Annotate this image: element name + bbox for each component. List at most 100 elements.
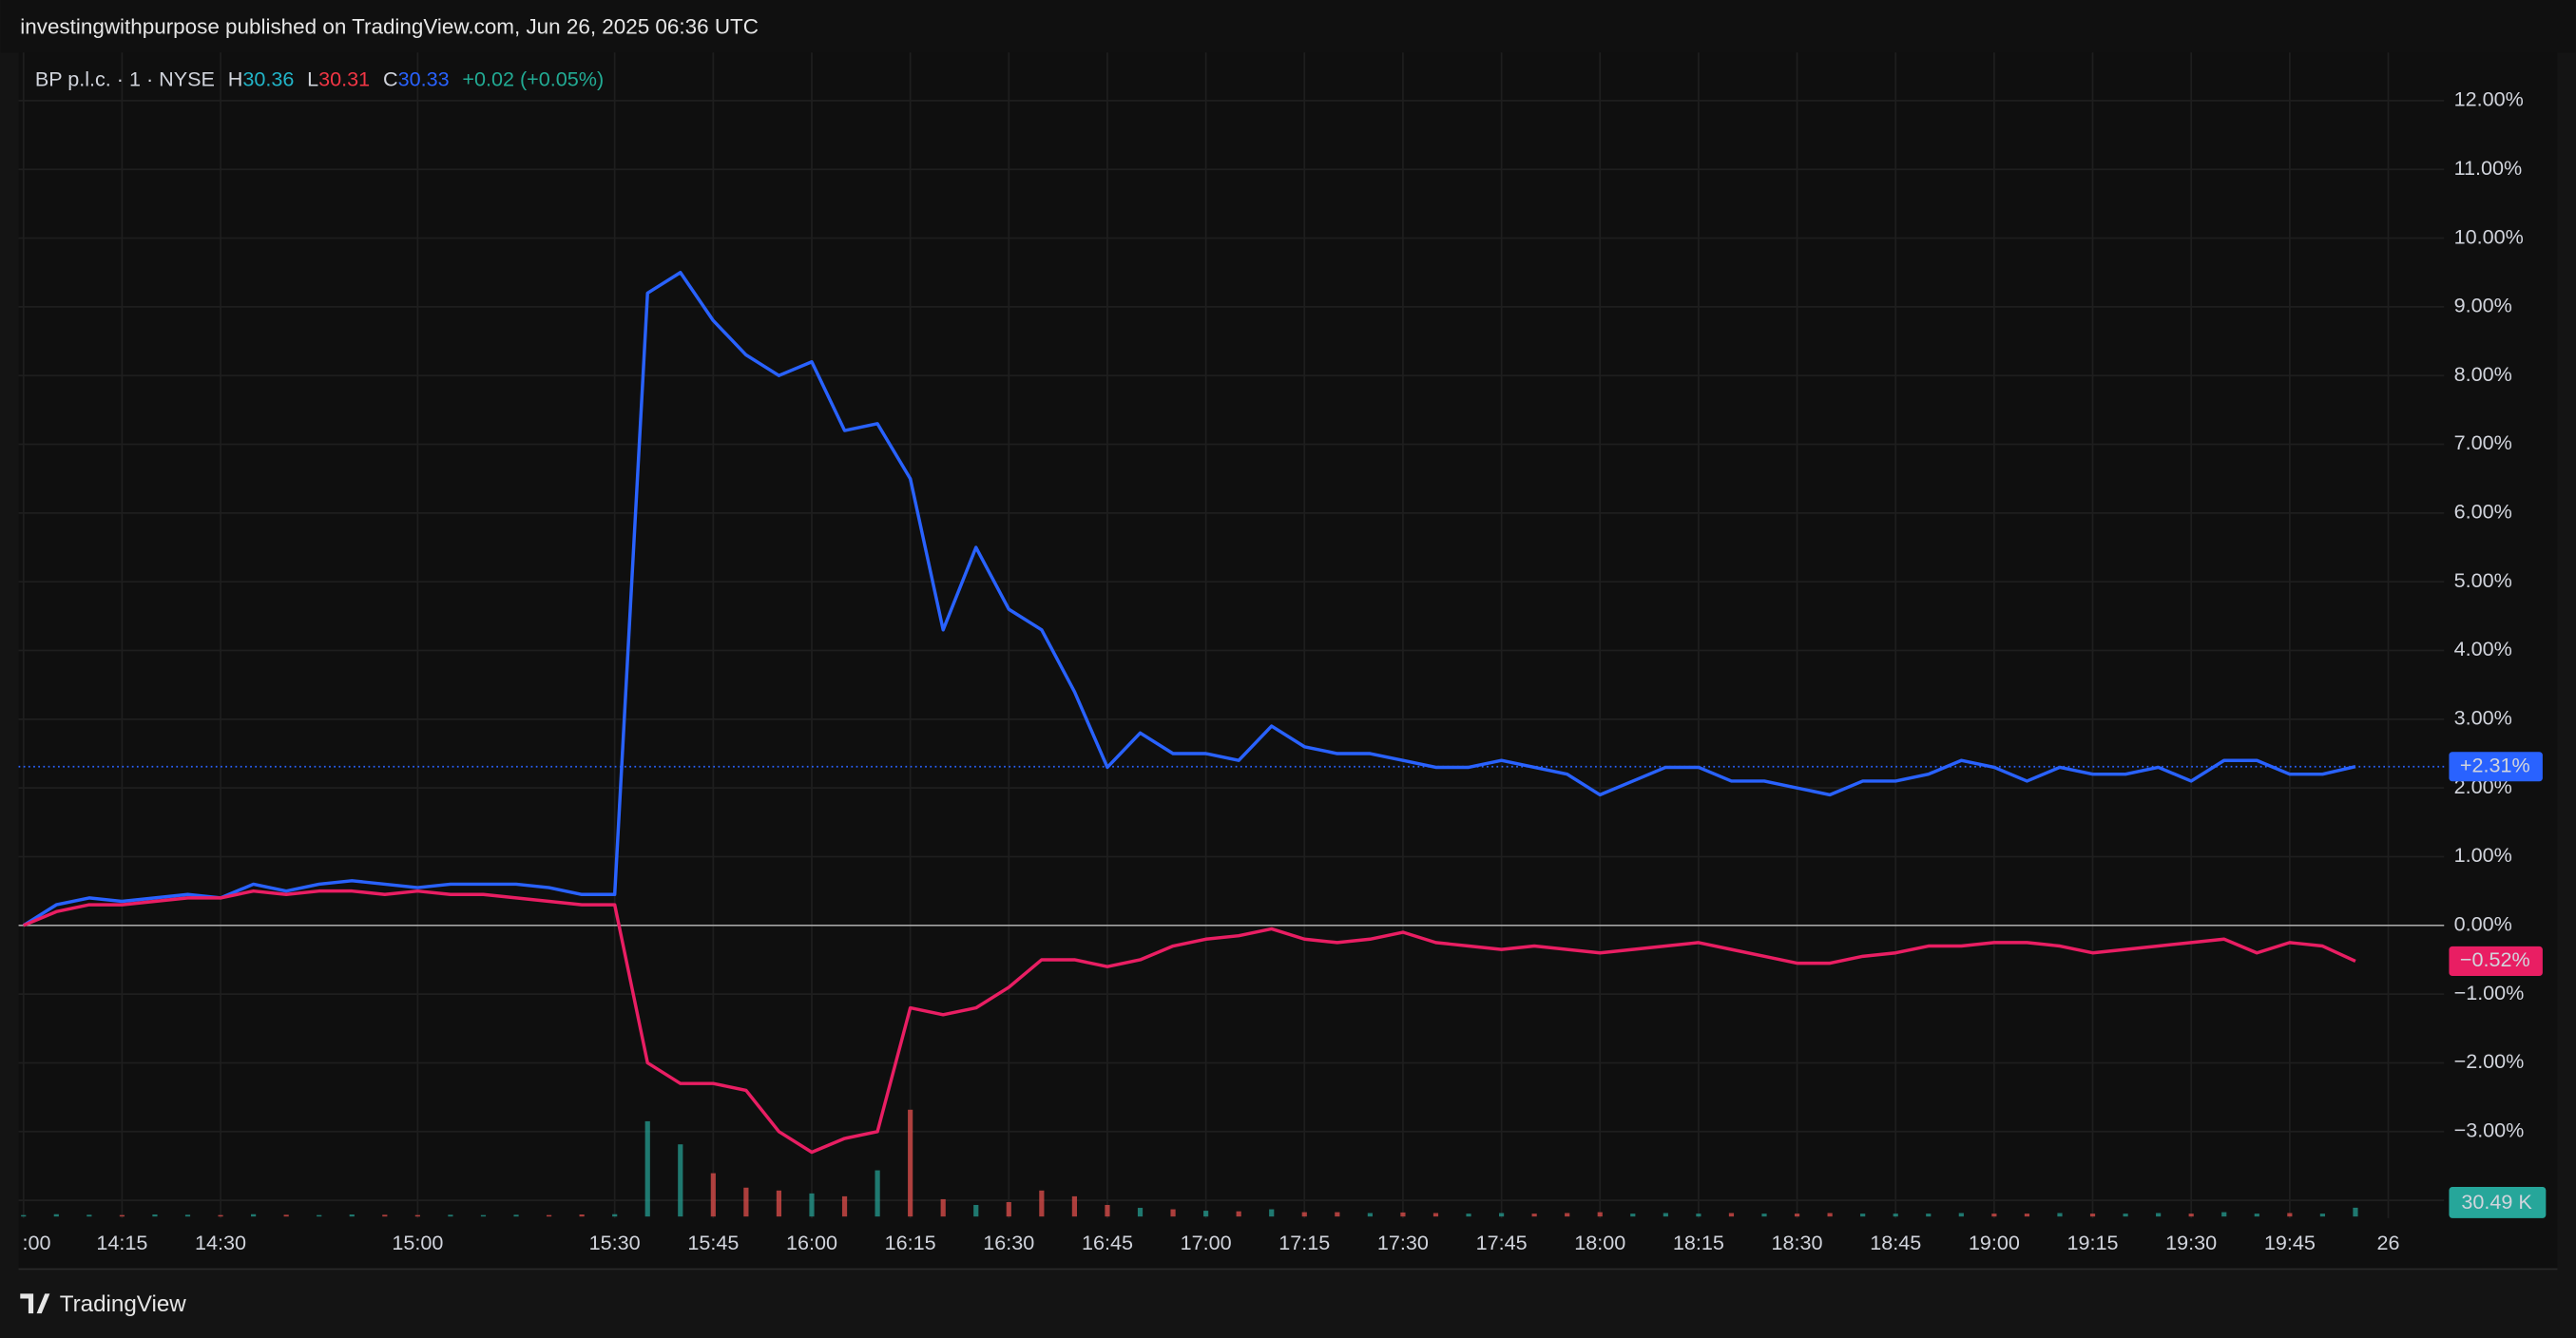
x-tick-label: 26 — [2376, 1231, 2399, 1254]
volume-bar — [1893, 1214, 1898, 1217]
price-tag-label: +2.31% — [2460, 753, 2530, 776]
volume-bar — [2156, 1213, 2162, 1217]
x-tick-label: 19:00 — [1969, 1231, 2020, 1254]
volume-bar — [743, 1187, 749, 1217]
volume-bar — [1203, 1211, 1209, 1217]
legend: BP p.l.c. · 1 · NYSE H30.36 L30.31 C30.33 +0… — [35, 67, 604, 90]
volume-bar — [1432, 1213, 1439, 1217]
price-tag — [2449, 752, 2543, 782]
y-tick-label: −3.00% — [2454, 1118, 2525, 1141]
volume-bar — [87, 1214, 92, 1217]
volume-bar — [119, 1214, 125, 1217]
x-tick-label: 15:30 — [589, 1231, 641, 1254]
volume-bar — [612, 1214, 618, 1217]
y-tick-label: 1.00% — [2454, 843, 2512, 867]
volume-bar — [513, 1214, 519, 1217]
x-tick-label: 16:00 — [786, 1231, 837, 1254]
x-tick-label: 17:00 — [1181, 1231, 1232, 1254]
volume-bar — [283, 1214, 289, 1217]
lines — [18, 271, 2445, 1155]
grid — [18, 52, 2445, 1218]
volume-bar — [2024, 1214, 2030, 1217]
volume-bar — [2319, 1214, 2325, 1217]
x-tick-label: 18:00 — [1574, 1231, 1625, 1254]
x-tick-label: 18:15 — [1673, 1231, 1724, 1254]
y-tick-label: −2.00% — [2454, 1049, 2525, 1073]
y-tick-label: 7.00% — [2454, 430, 2512, 454]
y-tick-label: 12.00% — [2454, 87, 2524, 111]
x-tick-label: 15:00 — [392, 1231, 443, 1254]
price-axis — [2444, 52, 2558, 1270]
volume-bar — [317, 1214, 322, 1217]
volume-bar — [1335, 1212, 1340, 1217]
volume-bar — [349, 1214, 355, 1217]
volume-bar — [1827, 1213, 1833, 1217]
volume-bar — [1301, 1212, 1307, 1217]
y-tick-label: 8.00% — [2454, 362, 2512, 386]
volume-tag-label: 30.49 K — [2461, 1190, 2532, 1214]
ohlc-label: L — [307, 67, 318, 90]
volume-bar — [1565, 1213, 1570, 1217]
volume-bar — [1105, 1205, 1110, 1217]
axes: −4.00%−3.00%−2.00%−1.00%0.00%1.00%2.00%3… — [23, 87, 2547, 1254]
brand: TradingView — [60, 1291, 187, 1317]
volume-bar — [1170, 1209, 1176, 1217]
series-line — [22, 271, 2356, 927]
volume-bar — [1991, 1214, 1997, 1217]
x-tick-label: 16:15 — [885, 1231, 936, 1254]
x-tick-label: 19:30 — [2165, 1231, 2217, 1254]
volume-bar — [2188, 1214, 2194, 1217]
symbol: BP p.l.c. · 1 · NYSE — [35, 67, 215, 90]
x-tick-label: :00 — [23, 1231, 51, 1254]
x-tick-label: 14:15 — [96, 1231, 147, 1254]
publisher: investingwithpurpose published on Tradin… — [20, 14, 759, 38]
volume-bar — [973, 1205, 979, 1217]
y-tick-label: −1.00% — [2454, 981, 2525, 1004]
y-tick-label: 10.00% — [2454, 224, 2524, 248]
volume-bar — [448, 1214, 453, 1217]
volume-bar — [841, 1195, 848, 1217]
volume-tag — [2449, 1187, 2547, 1218]
price-tag-label: −0.52% — [2460, 947, 2530, 971]
volume-bar — [678, 1144, 683, 1217]
y-tick-label: 6.00% — [2454, 500, 2512, 524]
x-tick-label: 16:30 — [983, 1231, 1034, 1254]
volume-bar — [1039, 1190, 1045, 1217]
volume-bar — [1663, 1213, 1668, 1217]
x-tick-label: 18:45 — [1870, 1231, 1921, 1254]
volume-bar — [776, 1190, 782, 1217]
volume-bar — [53, 1214, 59, 1217]
volume-bar — [1926, 1214, 1932, 1217]
volume-bar — [218, 1214, 223, 1217]
volume-bar — [414, 1214, 420, 1217]
volume-bar — [1794, 1214, 1800, 1217]
volume-bar — [2057, 1213, 2063, 1217]
volume-bar — [2353, 1207, 2358, 1217]
volume-pane — [21, 1109, 2358, 1217]
ohlc-label: C — [383, 67, 398, 90]
ohlc-value: 30.33 — [398, 67, 450, 90]
plot-background — [18, 52, 2445, 1270]
volume-bar — [710, 1173, 716, 1217]
volume-bar — [1006, 1201, 1011, 1217]
volume-bar — [1531, 1214, 1537, 1217]
volume-bar — [940, 1198, 946, 1217]
volume-bar — [184, 1214, 191, 1217]
volume-bar — [546, 1214, 552, 1217]
volume-bar — [1696, 1214, 1701, 1217]
x-tick-label: 14:30 — [195, 1231, 246, 1254]
y-tick-label: 9.00% — [2454, 294, 2512, 317]
volume-bar — [644, 1120, 650, 1217]
ohlc-value: 30.36 — [242, 67, 294, 90]
y-tick-label: 5.00% — [2454, 568, 2512, 592]
volume-bar — [875, 1170, 880, 1217]
x-tick-label: 19:45 — [2264, 1231, 2316, 1254]
volume-bar — [579, 1214, 585, 1217]
volume-bar — [1728, 1213, 1735, 1217]
x-tick-label: 19:15 — [2067, 1231, 2119, 1254]
volume-bar — [1630, 1214, 1636, 1217]
change: +0.02 (+0.05%) — [462, 67, 604, 90]
volume-bar — [480, 1214, 487, 1217]
volume-bar — [1071, 1195, 1078, 1217]
